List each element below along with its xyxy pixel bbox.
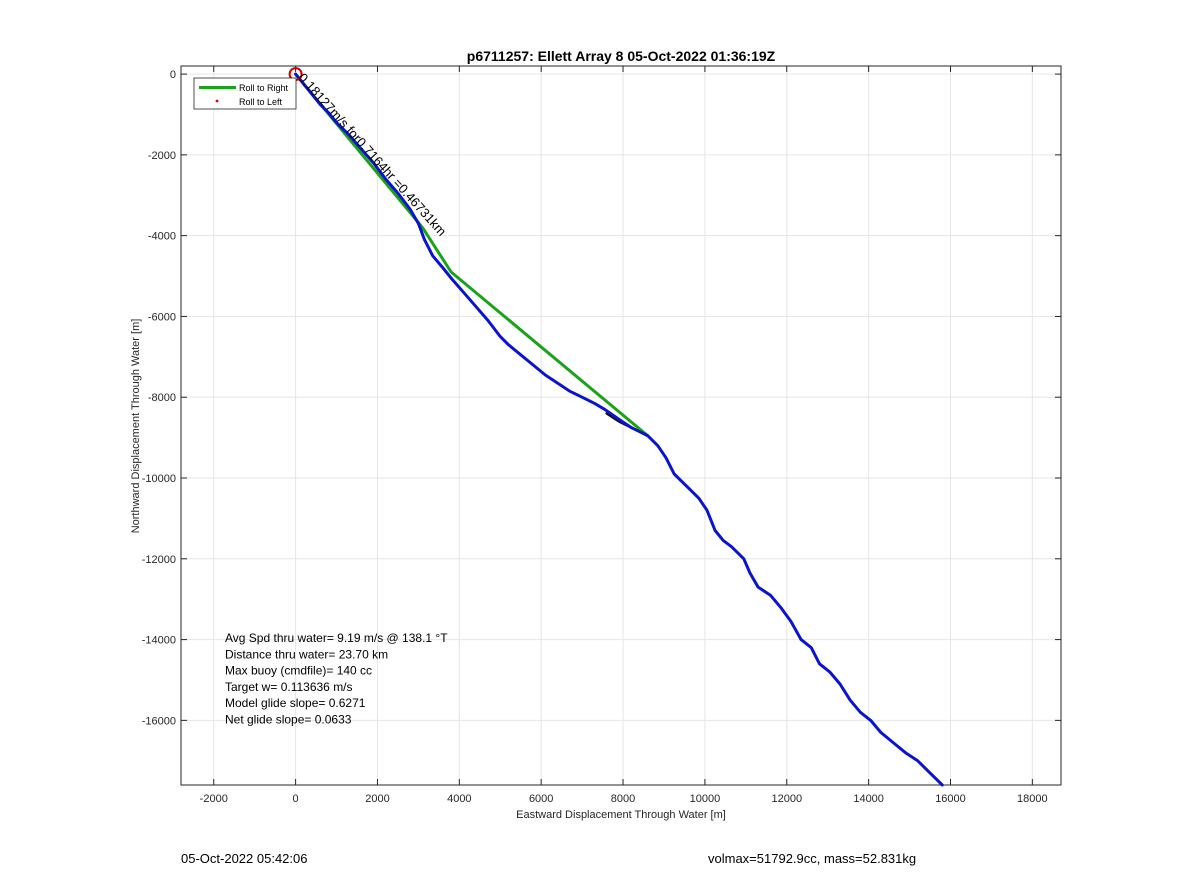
axes-box (180, 65, 1062, 786)
grid-lines (181, 66, 1061, 785)
chart-title: p6711257: Ellett Array 8 05-Oct-2022 01:… (467, 48, 776, 64)
y-tick-label: -10000 (142, 473, 176, 485)
y-tick-label: -2000 (148, 150, 176, 162)
axis-ticks: -2000 0 2000 4000 6000 8000 10000 12000 14000 160… (142, 66, 1061, 805)
x-tick-label: 18000 (1017, 793, 1048, 805)
stats-line: Max buoy (cmdfile)= 140 cc (225, 664, 372, 678)
footer-date: 05-Oct-2022 05:42:06 (181, 851, 308, 866)
series-line-track-3 (294, 72, 944, 787)
stats-block: Avg Spd thru water= 9.19 m/s @ 138.1 °T D… (225, 631, 448, 727)
y-tick-label: -8000 (148, 392, 176, 404)
x-tick-label: 10000 (690, 793, 721, 805)
y-tick-label: -4000 (148, 231, 176, 243)
x-tick-label: -2000 (200, 793, 228, 805)
x-tick-label: 6000 (529, 793, 553, 805)
legend-label-roll-to-right: Roll to Right (239, 83, 289, 93)
stats-line: Avg Spd thru water= 9.19 m/s @ 138.1 °T (225, 631, 448, 645)
x-tick-label: 16000 (935, 793, 966, 805)
footer-volmax-mass: volmax=51792.9cc, mass=52.831kg (708, 851, 917, 866)
legend: Roll to Right Roll to Left (193, 77, 297, 110)
plot-area: 0.18127m/s for0.7164hr =0.46731km (288, 67, 944, 787)
x-tick-label: 14000 (853, 793, 884, 805)
stats-line: Target w= 0.113636 m/s (225, 680, 353, 694)
x-tick-label: 8000 (611, 793, 635, 805)
legend-swatch-roll-to-left (215, 99, 219, 103)
y-tick-label: -12000 (142, 554, 176, 566)
x-tick-label: 0 (293, 793, 299, 805)
y-tick-label: -14000 (142, 635, 176, 647)
stats-line: Model glide slope= 0.6271 (225, 696, 366, 710)
stats-line: Distance thru water= 23.70 km (225, 647, 388, 661)
x-tick-label: 12000 (771, 793, 802, 805)
legend-box (193, 77, 297, 110)
x-tick-label: 4000 (447, 793, 471, 805)
x-axis-label: Eastward Displacement Through Water [m] (516, 809, 726, 821)
y-axis-label: Northward Displacement Through Water [m] (130, 319, 142, 534)
y-tick-label: 0 (170, 69, 176, 81)
x-tick-label: 2000 (365, 793, 389, 805)
legend-label-roll-to-left: Roll to Left (239, 97, 283, 107)
y-tick-label: -16000 (142, 715, 176, 727)
stats-line: Net glide slope= 0.0633 (225, 713, 352, 727)
y-tick-label: -6000 (148, 311, 176, 323)
series-line-roll-to-right-0 (294, 72, 650, 438)
